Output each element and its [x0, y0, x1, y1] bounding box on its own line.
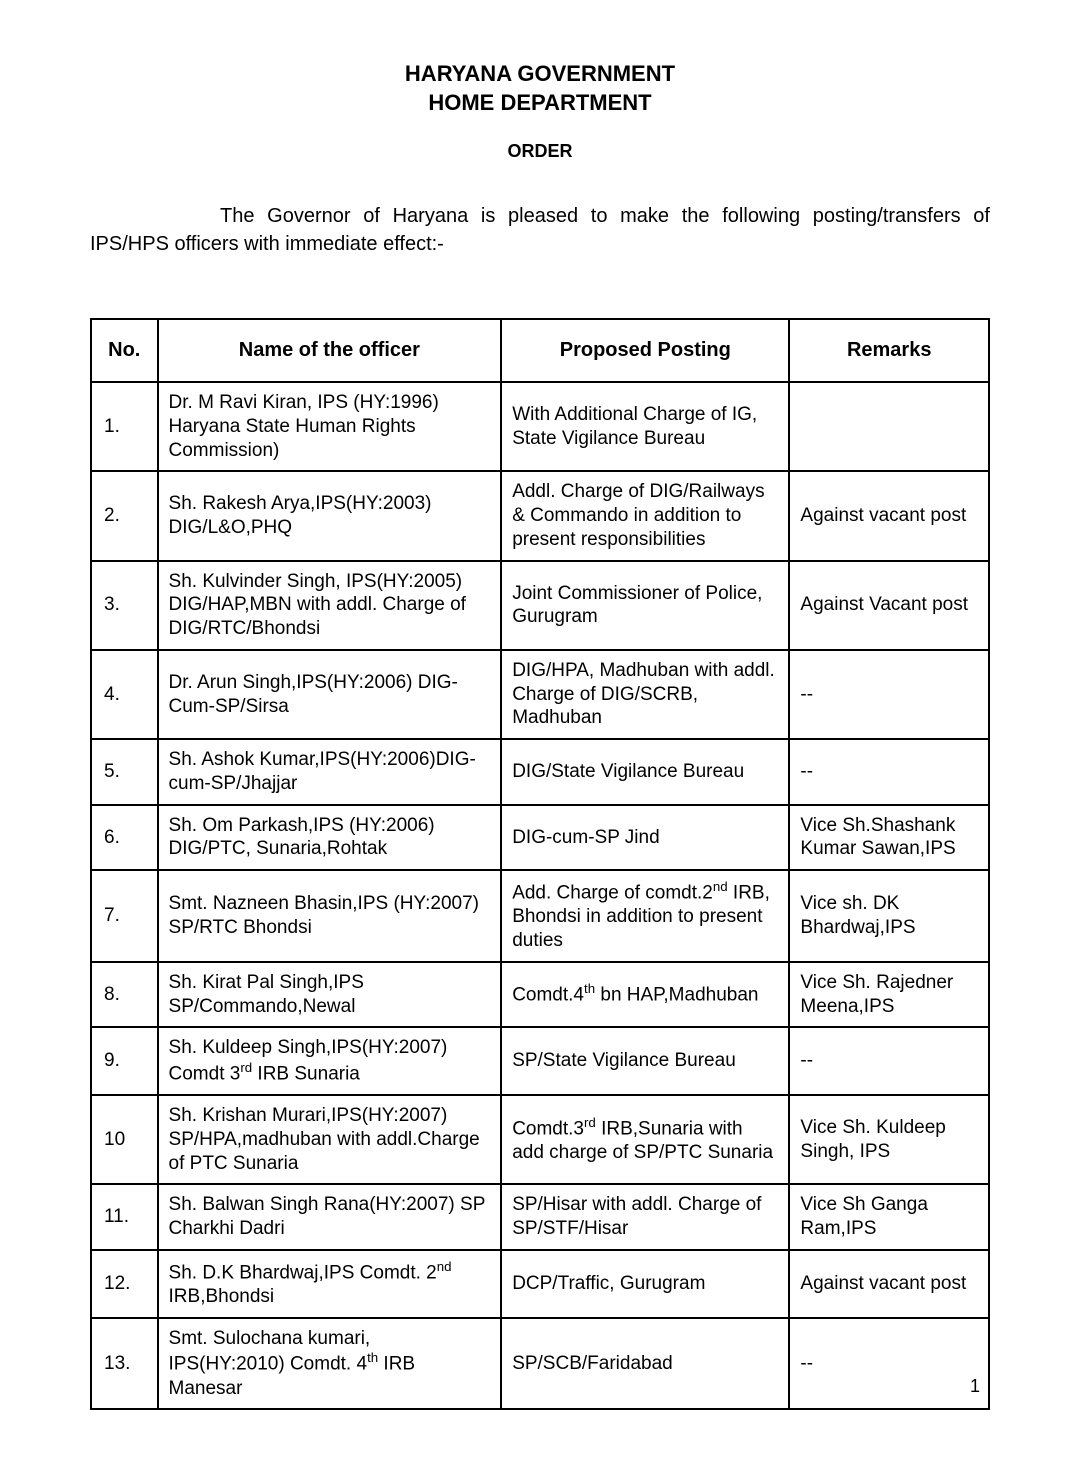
cell-no: 8. [91, 962, 158, 1028]
preamble-text: The Governor of Haryana is pleased to ma… [90, 202, 990, 258]
cell-officer-name: Sh. Kuldeep Singh,IPS(HY:2007) Comdt 3rd… [158, 1027, 502, 1095]
cell-no: 3. [91, 561, 158, 650]
cell-officer-name: Smt. Sulochana kumari, IPS(HY:2010) Comd… [158, 1318, 502, 1410]
table-row: 3.Sh. Kulvinder Singh, IPS(HY:2005) DIG/… [91, 561, 989, 650]
page-number: 1 [970, 1376, 980, 1397]
table-row: 7.Smt. Nazneen Bhasin,IPS (HY:2007) SP/R… [91, 870, 989, 962]
col-header-name: Name of the officer [158, 319, 502, 382]
cell-posting: SP/Hisar with addl. Charge of SP/STF/His… [501, 1184, 789, 1250]
cell-posting: Comdt.4th bn HAP,Madhuban [501, 962, 789, 1028]
cell-officer-name: Sh. Krishan Murari,IPS(HY:2007) SP/HPA,m… [158, 1095, 502, 1184]
cell-remarks: Vice Sh Ganga Ram,IPS [789, 1184, 989, 1250]
cell-remarks: -- [789, 739, 989, 805]
table-row: 4.Dr. Arun Singh,IPS(HY:2006) DIG-Cum-SP… [91, 650, 989, 739]
cell-remarks: Against vacant post [789, 1250, 989, 1318]
cell-no: 1. [91, 382, 158, 471]
cell-posting: DCP/Traffic, Gurugram [501, 1250, 789, 1318]
cell-posting: Comdt.3rd IRB,Sunaria with add charge of… [501, 1095, 789, 1184]
cell-posting: DIG/State Vigilance Bureau [501, 739, 789, 805]
table-row: 8.Sh. Kirat Pal Singh,IPS SP/Commando,Ne… [91, 962, 989, 1028]
cell-no: 7. [91, 870, 158, 962]
cell-no: 4. [91, 650, 158, 739]
cell-posting: Addl. Charge of DIG/Railways & Commando … [501, 471, 789, 560]
table-row: 10Sh. Krishan Murari,IPS(HY:2007) SP/HPA… [91, 1095, 989, 1184]
preamble-content: The Governor of Haryana is pleased to ma… [90, 205, 990, 255]
col-header-remarks: Remarks [789, 319, 989, 382]
cell-no: 10 [91, 1095, 158, 1184]
cell-posting: With Additional Charge of IG, State Vigi… [501, 382, 789, 471]
cell-no: 5. [91, 739, 158, 805]
cell-remarks: Vice Sh. Rajedner Meena,IPS [789, 962, 989, 1028]
col-header-posting: Proposed Posting [501, 319, 789, 382]
cell-remarks: -- [789, 650, 989, 739]
cell-officer-name: Dr. M Ravi Kiran, IPS (HY:1996) Haryana … [158, 382, 502, 471]
cell-no: 11. [91, 1184, 158, 1250]
cell-posting: Add. Charge of comdt.2nd IRB, Bhondsi in… [501, 870, 789, 962]
table-row: 2.Sh. Rakesh Arya,IPS(HY:2003) DIG/L&O,P… [91, 471, 989, 560]
cell-officer-name: Sh. Balwan Singh Rana(HY:2007) SP Charkh… [158, 1184, 502, 1250]
cell-officer-name: Sh. Om Parkash,IPS (HY:2006) DIG/PTC, Su… [158, 805, 502, 871]
cell-officer-name: Dr. Arun Singh,IPS(HY:2006) DIG-Cum-SP/S… [158, 650, 502, 739]
cell-officer-name: Sh. Kulvinder Singh, IPS(HY:2005) DIG/HA… [158, 561, 502, 650]
postings-table: No. Name of the officer Proposed Posting… [90, 318, 990, 1410]
cell-no: 6. [91, 805, 158, 871]
table-row: 6.Sh. Om Parkash,IPS (HY:2006) DIG/PTC, … [91, 805, 989, 871]
table-header-row: No. Name of the officer Proposed Posting… [91, 319, 989, 382]
cell-remarks: -- [789, 1027, 989, 1095]
cell-posting: DIG/HPA, Madhuban with addl. Charge of D… [501, 650, 789, 739]
cell-remarks [789, 382, 989, 471]
cell-posting: DIG-cum-SP Jind [501, 805, 789, 871]
cell-no: 13. [91, 1318, 158, 1410]
header-line-2: HOME DEPARTMENT [90, 89, 990, 118]
table-row: 9.Sh. Kuldeep Singh,IPS(HY:2007) Comdt 3… [91, 1027, 989, 1095]
cell-no: 12. [91, 1250, 158, 1318]
order-label: ORDER [90, 141, 990, 162]
cell-remarks: Vice Sh. Kuldeep Singh, IPS [789, 1095, 989, 1184]
cell-remarks: -- [789, 1318, 989, 1410]
header-line-1: HARYANA GOVERNMENT [90, 60, 990, 89]
cell-posting: Joint Commissioner of Police, Gurugram [501, 561, 789, 650]
document-header: HARYANA GOVERNMENT HOME DEPARTMENT [90, 60, 990, 117]
cell-posting: SP/SCB/Faridabad [501, 1318, 789, 1410]
table-row: 13.Smt. Sulochana kumari, IPS(HY:2010) C… [91, 1318, 989, 1410]
cell-no: 9. [91, 1027, 158, 1095]
cell-officer-name: Sh. Rakesh Arya,IPS(HY:2003) DIG/L&O,PHQ [158, 471, 502, 560]
cell-no: 2. [91, 471, 158, 560]
cell-remarks: Vice Sh.Shashank Kumar Sawan,IPS [789, 805, 989, 871]
table-row: 5.Sh. Ashok Kumar,IPS(HY:2006)DIG- cum-S… [91, 739, 989, 805]
cell-remarks: Against Vacant post [789, 561, 989, 650]
col-header-no: No. [91, 319, 158, 382]
cell-officer-name: Sh. Kirat Pal Singh,IPS SP/Commando,Newa… [158, 962, 502, 1028]
table-row: 12.Sh. D.K Bhardwaj,IPS Comdt. 2nd IRB,B… [91, 1250, 989, 1318]
cell-officer-name: Sh. D.K Bhardwaj,IPS Comdt. 2nd IRB,Bhon… [158, 1250, 502, 1318]
cell-remarks: Vice sh. DK Bhardwaj,IPS [789, 870, 989, 962]
cell-officer-name: Sh. Ashok Kumar,IPS(HY:2006)DIG- cum-SP/… [158, 739, 502, 805]
cell-officer-name: Smt. Nazneen Bhasin,IPS (HY:2007) SP/RTC… [158, 870, 502, 962]
table-row: 11.Sh. Balwan Singh Rana(HY:2007) SP Cha… [91, 1184, 989, 1250]
cell-remarks: Against vacant post [789, 471, 989, 560]
cell-posting: SP/State Vigilance Bureau [501, 1027, 789, 1095]
table-row: 1.Dr. M Ravi Kiran, IPS (HY:1996) Haryan… [91, 382, 989, 471]
